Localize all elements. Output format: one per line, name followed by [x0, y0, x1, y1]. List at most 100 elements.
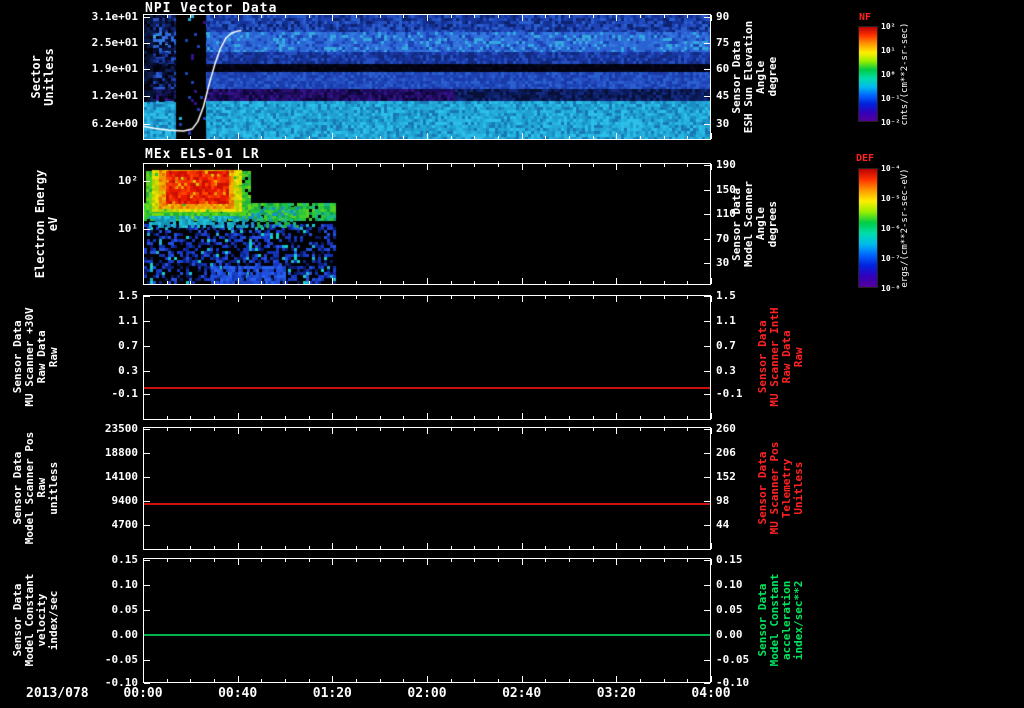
panel5-plot-area — [143, 558, 711, 683]
panel2-plot-area — [143, 163, 711, 285]
tick-mark — [616, 428, 618, 434]
y-axis-tick-label: 1.9e+01 — [91, 62, 138, 76]
y2-axis-tick-label: -0.1 — [716, 386, 743, 400]
y2-axis-tick-label: 30 — [716, 256, 730, 270]
x-axis-tick-label: 03:20 — [596, 686, 636, 701]
tick-mark — [166, 136, 168, 139]
series-line — [144, 503, 710, 506]
colorbar-tick-label: 10⁻⁵ — [881, 194, 901, 203]
tick-mark — [640, 164, 641, 167]
tick-mark — [308, 281, 310, 284]
tick-mark — [144, 69, 150, 71]
colorbar1-gradient — [858, 26, 878, 122]
tick-mark — [521, 543, 523, 549]
tick-mark — [498, 546, 499, 549]
tick-mark — [704, 393, 710, 395]
tick-mark — [592, 136, 594, 139]
tick-mark — [498, 136, 499, 139]
y-axis-tick-label: 23500 — [104, 421, 138, 435]
y-axis-tick-label: -0.1 — [111, 386, 139, 400]
tick-mark — [616, 559, 618, 565]
tick-mark — [592, 296, 594, 299]
y2-axis-tick-label: -0.10 — [716, 676, 750, 689]
tick-mark — [569, 428, 570, 431]
tick-mark — [474, 679, 476, 682]
tick-mark — [616, 676, 618, 682]
tick-mark — [285, 559, 286, 562]
y-axis-tick-label: 9400 — [111, 494, 139, 508]
tick-mark — [308, 679, 310, 682]
tick-mark — [143, 278, 144, 284]
tick-mark — [261, 559, 263, 562]
tick-mark — [704, 477, 710, 479]
tick-mark — [592, 281, 594, 284]
tick-mark — [144, 610, 150, 611]
tick-mark — [214, 559, 215, 562]
tick-mark — [474, 164, 476, 167]
tick-mark — [616, 296, 618, 302]
tick-mark — [711, 543, 712, 549]
y2-axis-tick-label: 0.3 — [716, 364, 736, 378]
tick-mark — [403, 428, 405, 431]
y-axis-tick-label: 14100 — [104, 470, 138, 484]
y-axis-tick-label: 10² — [118, 174, 138, 188]
colorbar-tick-label: 10⁰ — [881, 70, 896, 79]
tick-mark — [704, 501, 710, 503]
tick-mark — [214, 546, 215, 549]
tick-mark — [687, 164, 689, 167]
y2-axis-tick-label: 30 — [716, 116, 730, 130]
tick-mark — [285, 136, 286, 139]
tick-mark — [308, 559, 310, 562]
tick-mark — [285, 546, 286, 549]
tick-mark — [190, 164, 192, 167]
tick-mark — [711, 413, 712, 419]
tick-mark — [332, 164, 334, 170]
tick-mark — [237, 296, 239, 302]
tick-mark — [379, 136, 381, 139]
tick-mark — [190, 559, 192, 562]
tick-mark — [687, 546, 689, 549]
y-axis-tick-label: 6.2e+00 — [91, 116, 138, 130]
tick-mark — [356, 15, 357, 18]
tick-mark — [704, 428, 710, 430]
tick-mark — [308, 15, 310, 18]
tick-mark — [143, 164, 144, 170]
tick-mark — [144, 393, 150, 395]
y-axis-tick-label: 3.1e+01 — [91, 9, 138, 23]
tick-mark — [640, 15, 641, 18]
tick-mark — [711, 296, 712, 302]
tick-mark — [379, 679, 381, 682]
tick-mark — [450, 136, 452, 139]
tick-mark — [704, 296, 710, 298]
tick-mark — [450, 428, 452, 431]
tick-mark — [592, 416, 594, 419]
tick-mark — [521, 15, 523, 21]
tick-mark — [144, 683, 150, 684]
tick-mark — [237, 676, 239, 682]
tick-mark — [308, 416, 310, 419]
tick-mark — [704, 165, 710, 167]
tick-mark — [521, 413, 523, 419]
tick-mark — [704, 660, 710, 661]
y-axis-tick-label: 0.10 — [111, 578, 139, 591]
colorbar-tick-label: 10⁻⁷ — [881, 254, 901, 263]
tick-mark — [687, 559, 689, 562]
y2-axis-tick-label: 150 — [716, 182, 736, 196]
tick-mark — [356, 164, 357, 167]
tick-mark — [616, 133, 618, 139]
tick-mark — [474, 136, 476, 139]
tick-mark — [379, 281, 381, 284]
tick-mark — [592, 546, 594, 549]
tick-mark — [687, 15, 689, 18]
els-spectrogram-canvas — [144, 164, 710, 284]
tick-mark — [450, 15, 452, 18]
tick-mark — [450, 559, 452, 562]
tick-mark — [704, 42, 710, 44]
tick-mark — [144, 525, 150, 527]
tick-mark — [403, 15, 405, 18]
tick-mark — [379, 416, 381, 419]
tick-mark — [687, 428, 689, 431]
tick-mark — [214, 136, 215, 139]
tick-mark — [427, 164, 428, 170]
tick-mark — [144, 42, 150, 44]
